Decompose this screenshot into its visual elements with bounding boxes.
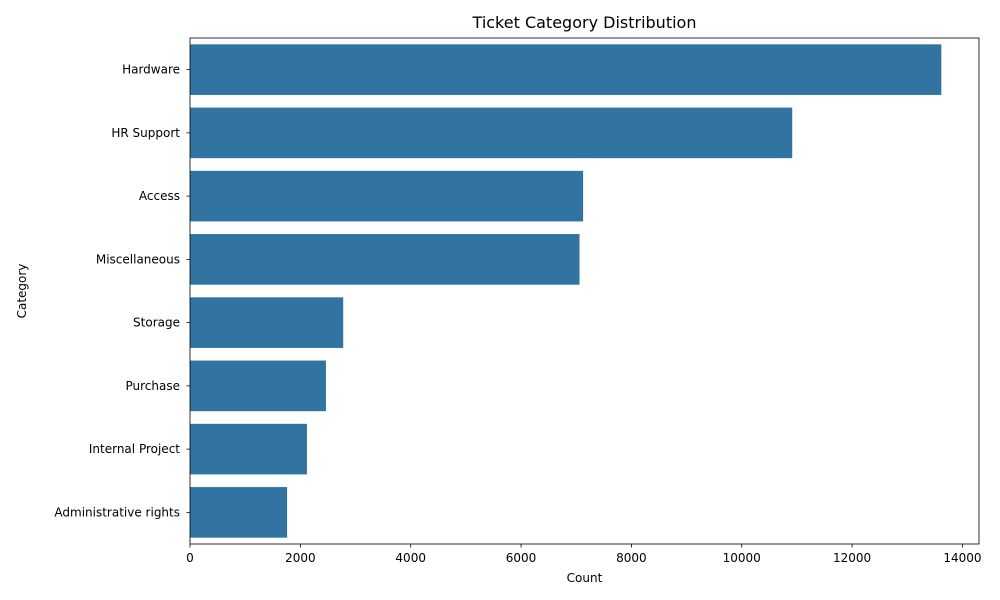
y-tick-label: HR Support bbox=[111, 126, 180, 140]
x-tick-label: 8000 bbox=[616, 551, 647, 565]
bar-access bbox=[190, 170, 584, 222]
axes-spines bbox=[189, 37, 980, 545]
x-tick-label: 4000 bbox=[395, 551, 426, 565]
bar-hr-support bbox=[190, 107, 793, 159]
x-tick-label: 2000 bbox=[285, 551, 316, 565]
x-ticks-layer: 0 2000 4000 6000 8000 10000 12000 14000 bbox=[186, 544, 982, 565]
y-tick-label: Internal Project bbox=[89, 442, 180, 456]
y-tick-label: Access bbox=[139, 189, 180, 203]
x-tick-label: 14000 bbox=[943, 551, 981, 565]
y-ticks-layer: Hardware HR Support Access Miscellaneous Sto… bbox=[54, 63, 190, 519]
plot-frame bbox=[189, 37, 980, 545]
bar-storage bbox=[190, 297, 344, 348]
bars-layer bbox=[190, 44, 942, 538]
x-tick-label: 6000 bbox=[506, 551, 537, 565]
x-tick-label: 10000 bbox=[723, 551, 761, 565]
y-tick-label: Storage bbox=[133, 316, 180, 330]
bar-miscellaneous bbox=[190, 234, 580, 285]
chart-title: Ticket Category Distribution bbox=[472, 13, 697, 32]
x-tick-label: 0 bbox=[186, 551, 194, 565]
bar-purchase bbox=[190, 360, 326, 412]
y-tick-label: Administrative rights bbox=[54, 505, 180, 519]
y-tick-label: Purchase bbox=[126, 379, 181, 393]
bar-hardware bbox=[190, 44, 942, 95]
bar-internal-project bbox=[190, 423, 307, 475]
bar-administrative-rights bbox=[190, 487, 288, 538]
y-tick-label: Hardware bbox=[122, 63, 180, 77]
y-tick-label: Miscellaneous bbox=[96, 252, 180, 266]
y-axis-label: Category bbox=[15, 264, 29, 319]
x-axis-label: Count bbox=[567, 571, 603, 585]
x-tick-label: 12000 bbox=[833, 551, 871, 565]
